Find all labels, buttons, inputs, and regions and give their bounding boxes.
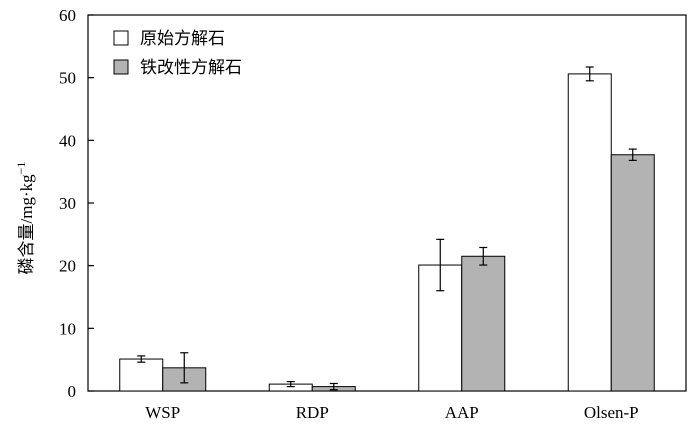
x-axis-categories: WSP RDP AAP Olsen-P	[145, 403, 638, 422]
y-axis-label-main: 磷含量/mg·kg	[17, 174, 36, 275]
legend-label-1: 铁改性方解石	[140, 58, 242, 78]
x-category-label: WSP	[145, 403, 180, 422]
bar-original-0	[119, 358, 164, 392]
y-axis-ticks: 0 10 20 30 40 50 60	[59, 6, 94, 401]
y-tick-label: 60	[59, 6, 76, 25]
error-bars	[137, 66, 637, 391]
bars	[119, 73, 655, 392]
bar-modified-3	[610, 154, 655, 392]
bar-modified-2	[461, 255, 506, 392]
y-tick-label: 10	[59, 319, 76, 338]
y-tick-label: 30	[59, 194, 76, 213]
legend-swatch-0	[113, 30, 129, 46]
y-tick-label: 0	[68, 382, 77, 401]
bar-original-3	[567, 73, 612, 392]
y-axis-label-superscript: −1	[14, 162, 28, 175]
y-tick-label: 40	[59, 131, 76, 150]
x-category-label: RDP	[296, 403, 329, 422]
y-tick-label: 20	[59, 257, 76, 276]
legend-label-0: 原始方解石	[140, 29, 225, 49]
y-tick-label: 50	[59, 69, 76, 88]
x-category-label: Olsen-P	[584, 403, 639, 422]
legend-swatch-1	[113, 59, 129, 75]
y-axis-label: 磷含量/mg·kg−1	[14, 162, 36, 275]
x-category-label: AAP	[445, 403, 479, 422]
